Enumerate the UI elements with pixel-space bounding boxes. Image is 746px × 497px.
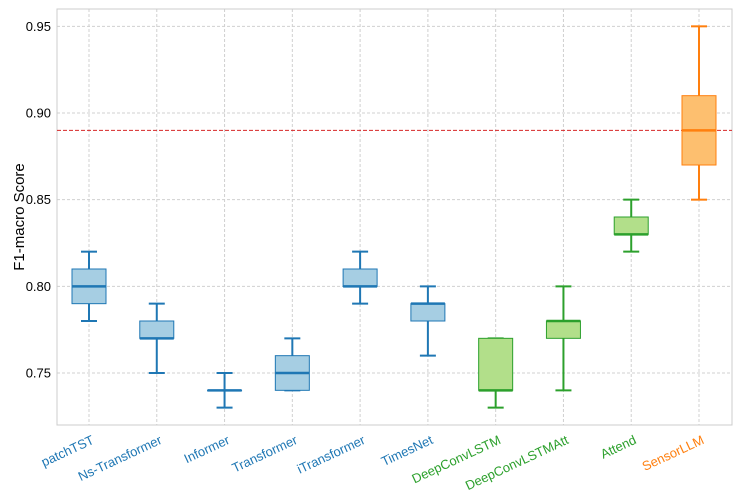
- box-body: [613, 216, 649, 235]
- x-tick-label: Informer: [182, 432, 233, 466]
- y-tick-label: 0.90: [26, 106, 51, 121]
- box-transformer: [274, 337, 310, 392]
- boxes-layer: [71, 25, 717, 409]
- y-tick-label: 0.85: [26, 192, 51, 207]
- box-body: [342, 268, 378, 287]
- box-timesnet: [410, 285, 446, 357]
- x-tick-label: iTransformer: [295, 432, 368, 477]
- plot-frame: [56, 8, 733, 426]
- box-body: [478, 337, 514, 391]
- y-tick-label: 0.95: [26, 19, 51, 34]
- box-body: [545, 320, 581, 339]
- box-patchtst: [71, 250, 107, 322]
- box-itransformer: [342, 250, 378, 305]
- box-sensorllm: [681, 25, 717, 201]
- box-body: [410, 303, 446, 322]
- y-tick-label: 0.75: [26, 366, 51, 381]
- x-tick-label: SensorLLM: [640, 432, 707, 474]
- box-informer: [207, 372, 243, 409]
- y-tick-label: 0.80: [26, 279, 51, 294]
- y-axis-title: F1-macro Score: [11, 163, 28, 271]
- box-deepconvlstmatt: [545, 285, 581, 392]
- x-tick-label: Transformer: [230, 432, 301, 476]
- box-attend: [613, 198, 649, 253]
- x-tick-label: TimesNet: [379, 432, 436, 469]
- box-ns-transformer: [139, 302, 175, 374]
- x-tick-label: Attend: [598, 432, 638, 461]
- box-deepconvlstm: [478, 337, 514, 409]
- y-tick-labels: 0.75 0.80 0.85 0.90 0.95: [26, 19, 51, 381]
- box-body: [139, 320, 175, 339]
